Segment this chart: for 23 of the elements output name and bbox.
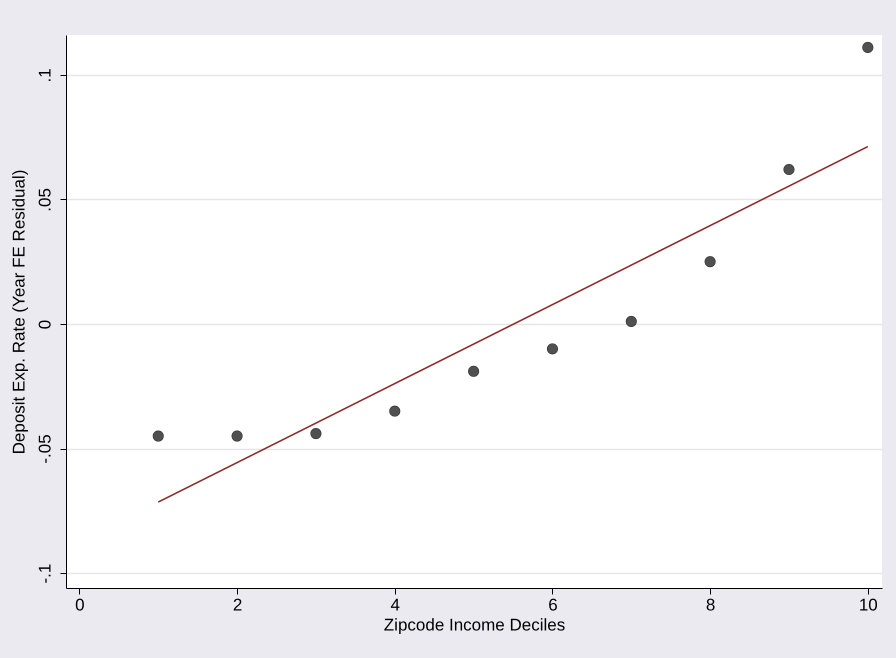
point [862,42,874,53]
x-tick-label: 6 [548,596,558,614]
y-tick-label: 0 [36,320,54,330]
point [389,406,400,417]
point [546,343,558,354]
point [310,428,322,440]
x-tick-label: 0 [75,596,85,614]
x-tick-label: 4 [390,596,400,614]
point [704,256,716,268]
point [232,430,243,442]
y-tick-label: .1 [36,68,54,82]
point [626,316,637,327]
y-tick-label: .05 [36,188,54,212]
x-tick-label: 8 [706,596,716,614]
x-axis-title: Zipcode Income Deciles [384,616,566,634]
y-tick-label: -.1 [36,564,54,584]
y-axis-title: Deposit Exp. Rate (Year FE Residual) [10,170,28,454]
x-tick-label: 10 [858,596,878,614]
y-tick-label: -.05 [36,434,54,464]
point [152,430,164,442]
x-tick-label: 2 [232,596,242,614]
point [468,366,480,377]
point [783,164,795,176]
